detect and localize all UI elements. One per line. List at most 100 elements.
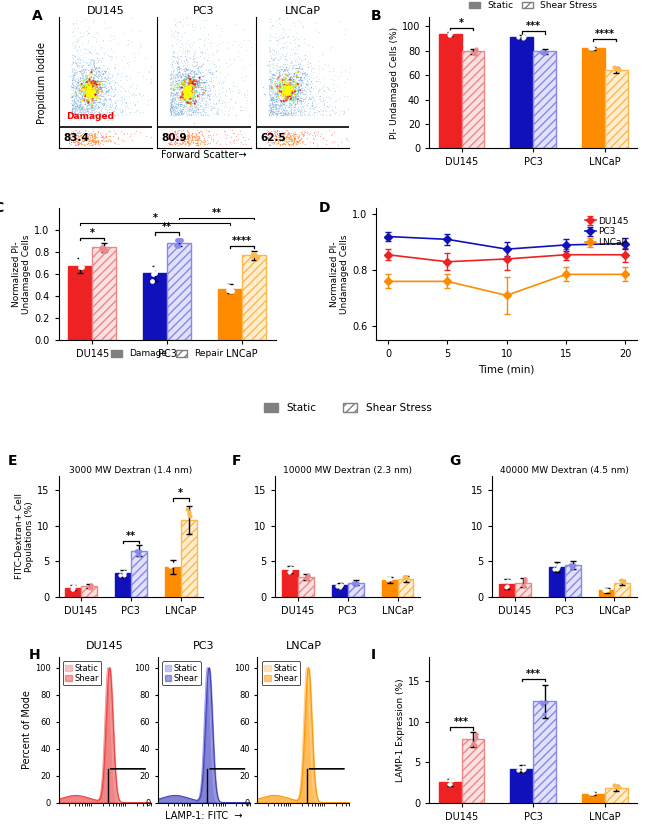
Point	[175, 105, 185, 119]
Point	[176, 234, 186, 247]
Point	[181, 64, 192, 77]
Point	[99, 62, 110, 75]
Point	[209, 97, 219, 110]
Point	[194, 71, 205, 84]
Point	[293, 70, 304, 84]
Point	[184, 38, 194, 51]
Point	[221, 84, 231, 97]
Point	[105, 134, 116, 147]
Point	[383, 573, 393, 586]
Point	[83, 43, 94, 57]
Point	[89, 30, 99, 43]
Point	[75, 130, 86, 144]
Point	[107, 69, 118, 83]
Point	[77, 77, 87, 90]
Point	[166, 95, 176, 109]
Point	[284, 79, 294, 93]
Point	[83, 26, 93, 39]
Point	[177, 38, 187, 52]
Point	[88, 100, 98, 114]
Point	[83, 87, 94, 100]
Point	[274, 91, 284, 104]
Point	[89, 79, 99, 93]
Point	[75, 0, 86, 8]
Point	[118, 127, 129, 140]
Point	[70, 0, 81, 3]
Point	[67, 89, 77, 103]
Point	[286, 91, 296, 104]
Point	[70, 99, 80, 113]
Point	[179, 77, 189, 90]
Point	[270, 30, 280, 43]
Point	[90, 99, 101, 112]
Point	[194, 76, 205, 89]
Point	[79, 107, 89, 120]
Point	[188, 133, 198, 146]
Point	[289, 132, 299, 145]
Point	[96, 74, 107, 88]
Point	[74, 104, 85, 118]
Point	[75, 107, 86, 120]
Point	[271, 98, 281, 111]
Point	[92, 83, 103, 96]
Point	[269, 89, 280, 103]
Point	[198, 130, 208, 143]
Point	[120, 84, 131, 98]
Point	[87, 138, 98, 151]
Point	[279, 84, 289, 98]
Point	[179, 93, 190, 106]
Point	[186, 90, 196, 104]
Title: LNCaP: LNCaP	[285, 6, 320, 16]
Point	[270, 101, 281, 115]
Point	[296, 81, 307, 94]
Point	[286, 84, 296, 98]
Point	[285, 96, 295, 110]
Point	[101, 64, 111, 78]
Point	[281, 135, 291, 149]
Point	[168, 91, 179, 104]
Point	[77, 80, 87, 94]
Point	[285, 106, 296, 120]
Point	[119, 109, 129, 122]
Text: *: *	[459, 18, 464, 28]
Point	[181, 86, 192, 99]
Text: **: **	[162, 222, 172, 232]
Point	[311, 70, 321, 84]
Point	[81, 79, 91, 93]
Point	[88, 89, 98, 102]
Point	[98, 74, 108, 87]
Point	[196, 59, 206, 73]
Point	[176, 108, 187, 121]
Point	[274, 138, 285, 151]
Point	[233, 45, 243, 59]
Point	[99, 102, 110, 115]
Point	[77, 80, 87, 94]
Point	[272, 83, 283, 96]
Point	[284, 70, 294, 84]
Point	[307, 76, 317, 89]
Point	[136, 89, 147, 103]
Point	[263, 133, 274, 146]
Point	[96, 106, 106, 120]
Point	[192, 78, 203, 91]
Point	[292, 78, 303, 91]
Point	[186, 84, 196, 97]
Point	[86, 100, 97, 114]
Point	[274, 68, 285, 81]
Point	[281, 109, 292, 122]
Point	[67, 582, 77, 595]
Point	[275, 89, 285, 102]
Point	[307, 96, 317, 110]
Point	[170, 102, 181, 115]
Point	[293, 104, 304, 118]
Point	[166, 132, 177, 145]
Point	[166, 39, 177, 53]
Point	[86, 65, 96, 79]
Point	[69, 94, 79, 107]
Point	[271, 107, 281, 120]
Point	[223, 279, 233, 293]
Point	[190, 108, 201, 121]
Point	[66, 48, 77, 62]
Point	[72, 22, 83, 35]
Point	[282, 78, 293, 91]
